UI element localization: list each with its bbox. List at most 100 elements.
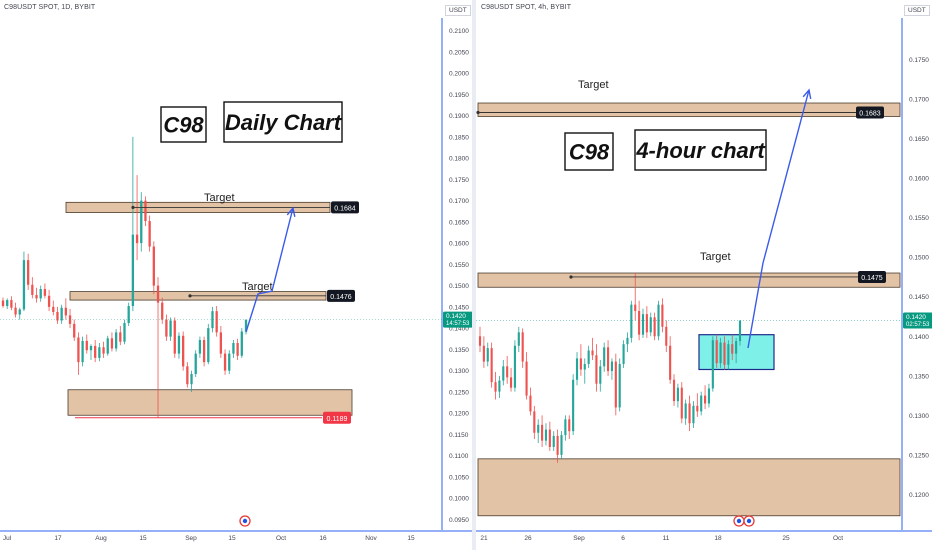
candle xyxy=(579,358,582,370)
candle xyxy=(568,419,571,432)
y-tick-label: 0.1200 xyxy=(909,492,929,499)
candle xyxy=(156,285,160,303)
dividends-icon[interactable] xyxy=(743,515,755,527)
candle xyxy=(509,377,513,388)
candle xyxy=(731,344,734,354)
candle xyxy=(657,304,660,337)
y-tick-label: 0.1400 xyxy=(449,326,469,333)
x-tick-label: 15 xyxy=(139,535,147,542)
candle xyxy=(64,307,67,316)
level-price-tag xyxy=(858,270,886,283)
countdown-text: 02:57:53 xyxy=(906,322,930,328)
currency-label[interactable]: USDT xyxy=(445,5,471,16)
level-price-tag xyxy=(323,411,351,424)
candle xyxy=(207,328,210,363)
x-tick-label: 21 xyxy=(480,535,488,542)
candle xyxy=(653,317,656,337)
candle xyxy=(517,332,520,346)
y-tick-label: 0.1550 xyxy=(449,262,469,269)
candle xyxy=(60,307,63,321)
candle xyxy=(618,363,621,408)
candle xyxy=(85,340,88,351)
level-price-tag xyxy=(327,289,355,302)
candle xyxy=(583,363,586,370)
candle xyxy=(94,345,97,358)
candle xyxy=(47,295,51,307)
x-tick-label: 15 xyxy=(407,535,415,542)
candle xyxy=(521,332,524,362)
candle xyxy=(638,310,641,335)
daily-chart-panel[interactable]: C98USDT SPOT, 1D, BYBIT USDT Target 0.168… xyxy=(0,0,472,550)
candle xyxy=(161,302,164,320)
candle xyxy=(106,338,109,354)
candle xyxy=(696,405,699,412)
candle xyxy=(148,221,151,247)
y-tick-label: 0.1950 xyxy=(449,92,469,99)
level-price-text: 0.1189 xyxy=(327,416,348,423)
candle xyxy=(630,304,633,338)
candle xyxy=(661,304,664,327)
last-price-text: 0.1420 xyxy=(446,313,466,320)
candle xyxy=(10,300,13,308)
support-zone xyxy=(477,458,901,517)
candle xyxy=(591,350,594,356)
candle xyxy=(152,246,155,286)
candle xyxy=(123,323,126,342)
candle xyxy=(14,307,17,315)
four-hour-chart-panel[interactable]: C98USDT SPOT, 4h, BYBIT USDT Target 0.168… xyxy=(476,0,932,550)
candle xyxy=(177,335,181,354)
candle xyxy=(39,289,42,299)
y-tick-label: 0.1300 xyxy=(449,368,469,375)
candle xyxy=(599,366,602,384)
candle xyxy=(35,294,38,299)
x-tick-label: 26 xyxy=(524,535,532,542)
currency-label[interactable]: USDT xyxy=(904,5,930,16)
candle xyxy=(81,340,84,363)
candle xyxy=(43,289,47,296)
x-tick-label: 25 xyxy=(782,535,790,542)
chart-subtitle: Daily Chart xyxy=(225,110,343,135)
candle xyxy=(513,345,516,388)
chart-title: C98 xyxy=(163,113,204,138)
candle xyxy=(715,340,718,364)
y-tick-label: 0.1650 xyxy=(449,219,469,226)
y-tick-label: 0.1650 xyxy=(909,136,929,143)
pane-divider[interactable] xyxy=(472,0,476,550)
candle xyxy=(89,345,93,351)
candle xyxy=(68,315,72,324)
chart-title: C98 xyxy=(569,140,610,165)
candle xyxy=(595,355,598,384)
projection-arrow-line xyxy=(747,89,810,349)
y-tick-label: 0.1400 xyxy=(909,334,929,341)
candle xyxy=(31,284,34,295)
candle xyxy=(194,353,197,375)
earnings-icon[interactable] xyxy=(733,515,745,527)
candle xyxy=(684,403,687,419)
candle xyxy=(127,306,130,324)
candle xyxy=(165,319,168,337)
candle xyxy=(119,332,122,342)
candle xyxy=(564,419,567,436)
support-zone xyxy=(67,389,353,416)
candle xyxy=(672,379,676,402)
candle xyxy=(22,260,26,310)
candle xyxy=(482,345,485,362)
earnings-icon[interactable] xyxy=(239,515,251,527)
candle xyxy=(606,347,610,372)
target-label: Target xyxy=(700,251,731,263)
last-price-tag xyxy=(903,312,932,329)
candle xyxy=(494,382,497,392)
candle xyxy=(131,234,135,307)
candle xyxy=(676,387,679,402)
candle xyxy=(560,435,563,455)
chart-subtitle: 4-hour chart xyxy=(635,138,766,163)
candle xyxy=(707,388,711,404)
candle xyxy=(575,358,579,380)
countdown-text: 14:57:53 xyxy=(446,321,470,327)
candle xyxy=(232,343,235,354)
x-tick-label: Sep xyxy=(185,535,197,542)
x-tick-label: 6 xyxy=(621,535,625,542)
candle xyxy=(240,331,243,356)
y-tick-label: 0.1700 xyxy=(909,97,929,104)
candle xyxy=(711,340,714,389)
